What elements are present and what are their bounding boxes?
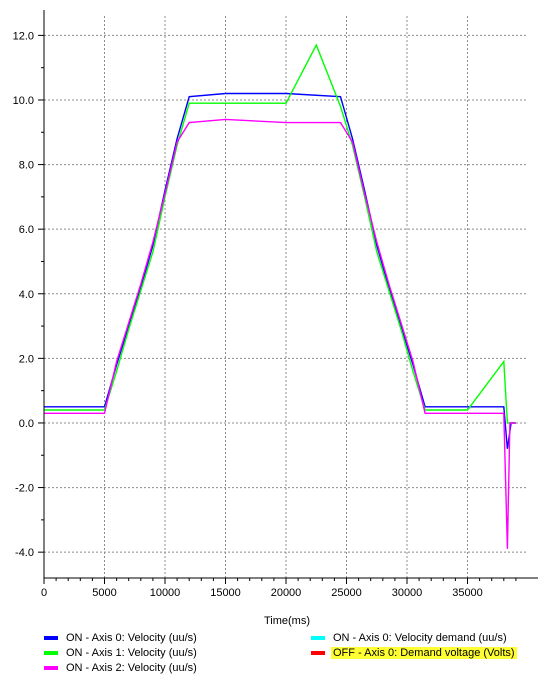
legend-item-axis0-velocity-demand[interactable]: ON - Axis 0: Velocity demand (uu/s)	[311, 630, 509, 646]
legend-label: ON - Axis 1: Velocity (uu/s)	[66, 647, 197, 659]
legend-item-axis0-demand-voltage[interactable]: OFF - Axis 0: Demand voltage (Volts)	[311, 645, 517, 661]
tick-labels: -4.0 -2.0 0.0 2.0 4.0 6.0 8.0 10.0 12.0 0 5000 1000…	[13, 30, 483, 599]
y-tick-label: 4.0	[19, 289, 34, 301]
series-line	[44, 43, 516, 424]
y-tick-label: 6.0	[19, 224, 34, 236]
x-tick-label: 5000	[92, 587, 116, 599]
y-tick-label: -2.0	[15, 483, 34, 495]
axes	[38, 10, 538, 584]
legend-label: OFF - Axis 0: Demand voltage (Volts)	[331, 647, 517, 659]
x-tick-label: 0	[41, 587, 47, 599]
legend-item-axis0-velocity[interactable]: ON - Axis 0: Velocity (uu/s)	[44, 630, 199, 646]
legend-item-axis2-velocity[interactable]: ON - Axis 2: Velocity (uu/s)	[44, 660, 199, 676]
y-tick-label: 10.0	[13, 95, 34, 107]
y-tick-label: 0.0	[19, 418, 34, 430]
x-tick-label: 20000	[271, 587, 302, 599]
legend-swatch	[311, 636, 325, 640]
legend-label: ON - Axis 0: Velocity (uu/s)	[66, 632, 197, 644]
legend-swatch	[44, 636, 58, 640]
grid-lines	[44, 16, 528, 578]
y-tick-label: 2.0	[19, 353, 34, 365]
x-tick-label: 10000	[150, 587, 181, 599]
x-tick-label: 15000	[210, 587, 241, 599]
series-line	[44, 118, 516, 549]
x-tick-label: 30000	[392, 587, 423, 599]
chart-canvas: -4.0 -2.0 0.0 2.0 4.0 6.0 8.0 10.0 12.0 0 5000 1000…	[13, 10, 538, 627]
x-axis-title: Time(ms)	[264, 615, 310, 627]
legend: ON - Axis 0: Velocity (uu/s) ON - Axis 1…	[0, 628, 542, 676]
legend-swatch	[44, 666, 58, 670]
legend-label: ON - Axis 0: Velocity demand (uu/s)	[333, 632, 507, 644]
y-tick-label: 8.0	[19, 160, 34, 172]
legend-swatch	[311, 651, 325, 655]
y-tick-label: -4.0	[15, 547, 34, 559]
series-line	[44, 92, 516, 449]
series-layer	[44, 43, 516, 549]
legend-item-axis1-velocity[interactable]: ON - Axis 1: Velocity (uu/s)	[44, 645, 199, 661]
y-tick-label: 12.0	[13, 30, 34, 42]
legend-label: ON - Axis 2: Velocity (uu/s)	[66, 662, 197, 674]
x-tick-label: 35000	[452, 587, 483, 599]
x-tick-label: 25000	[331, 587, 362, 599]
legend-swatch	[44, 651, 58, 655]
